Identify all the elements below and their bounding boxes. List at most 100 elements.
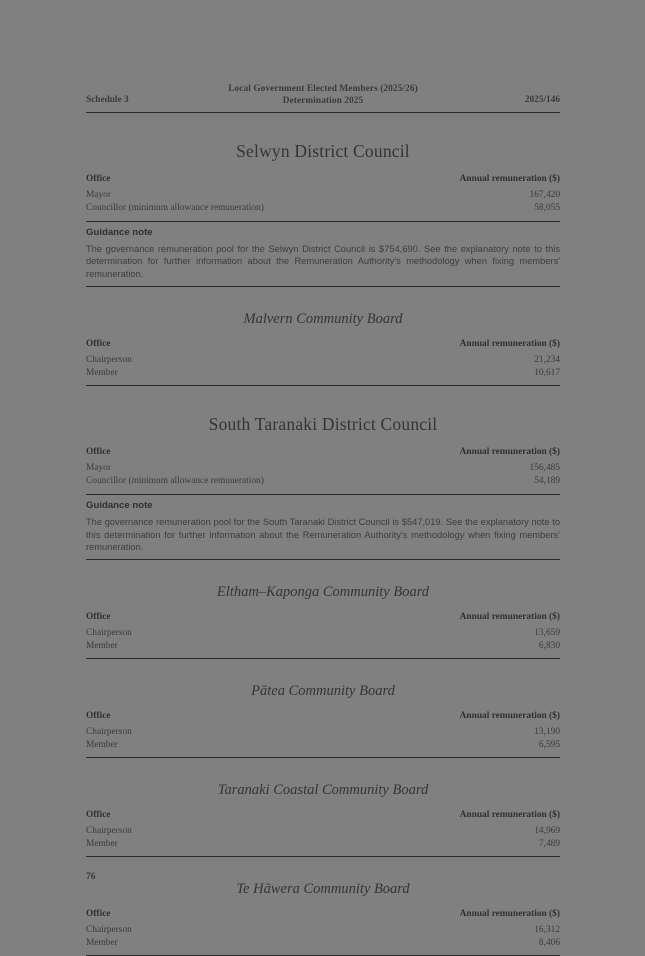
cell-amount: 6,595 xyxy=(538,739,560,750)
column-header-annual-remuneration: Annual remuneration ($) xyxy=(459,339,560,350)
section-eltham-kaponga-community-board: Eltham–Kaponga Community Board Office Annu… xyxy=(86,584,560,660)
running-header-reference: 2025/146 xyxy=(524,95,560,105)
cell-amount: 13,190 xyxy=(534,726,560,737)
running-header-schedule: Schedule 3 xyxy=(86,95,129,105)
table-header-row: Office Annual remuneration ($) xyxy=(86,711,560,725)
page-content: Local Government Elected Members (2025/2… xyxy=(86,84,560,956)
cell-office: Mayor xyxy=(86,462,111,473)
cell-amount: 8,406 xyxy=(538,937,560,948)
table-header-row: Office Annual remuneration ($) xyxy=(86,612,560,626)
cell-amount: 6,830 xyxy=(538,640,560,651)
running-header-title-line2: Determination 2025 xyxy=(282,95,364,106)
column-header-annual-remuneration: Annual remuneration ($) xyxy=(459,909,560,920)
table-row: Member 8,406 xyxy=(86,936,560,949)
remuneration-table: Office Annual remuneration ($) Chairperson… xyxy=(86,909,560,949)
board-heading: Te Hāwera Community Board xyxy=(236,881,410,898)
guidance-note-body: The governance remuneration pool for the… xyxy=(86,517,560,553)
remuneration-table: Office Annual remuneration ($) Mayor 167,42… xyxy=(86,174,560,214)
guidance-note: Guidance note The governance remuneration… xyxy=(86,221,560,288)
cell-amount: 21,234 xyxy=(534,354,560,365)
table-header-row: Office Annual remuneration ($) xyxy=(86,174,560,188)
column-header-annual-remuneration: Annual remuneration ($) xyxy=(459,447,560,458)
column-header-office: Office xyxy=(86,711,111,722)
table-header-row: Office Annual remuneration ($) xyxy=(86,339,560,353)
table-row: Member 7,489 xyxy=(86,837,560,850)
table-row: Member 6,830 xyxy=(86,639,560,652)
cell-office: Chairperson xyxy=(86,354,132,365)
cell-office: Chairperson xyxy=(86,627,132,638)
council-heading: South Taranaki District Council xyxy=(208,414,438,435)
guidance-note-title: Guidance note xyxy=(86,227,153,238)
sections-container: Selwyn District Council Office Annual remu… xyxy=(86,141,560,956)
column-header-annual-remuneration: Annual remuneration ($) xyxy=(459,810,560,821)
running-header-title-line1: Local Government Elected Members (2025/2… xyxy=(228,84,418,94)
board-heading: Pātea Community Board xyxy=(251,683,395,700)
board-heading: Taranaki Coastal Community Board xyxy=(217,782,429,799)
cell-office: Chairperson xyxy=(86,924,132,935)
column-header-office: Office xyxy=(86,909,111,920)
document-page: Local Government Elected Members (2025/2… xyxy=(86,84,560,956)
section-rule xyxy=(86,658,560,660)
cell-office: Member xyxy=(86,838,118,849)
column-header-annual-remuneration: Annual remuneration ($) xyxy=(459,711,560,722)
cell-amount: 58,055 xyxy=(534,202,560,213)
column-header-office: Office xyxy=(86,447,111,458)
running-header: Local Government Elected Members (2025/2… xyxy=(86,84,560,113)
remuneration-table: Office Annual remuneration ($) Chairperson… xyxy=(86,339,560,379)
cell-office: Member xyxy=(86,640,118,651)
column-header-annual-remuneration: Annual remuneration ($) xyxy=(459,174,560,184)
page-folio: 76 xyxy=(86,872,96,882)
cell-amount: 167,420 xyxy=(529,189,560,200)
cell-office: Member xyxy=(86,367,118,378)
guidance-note: Guidance note The governance remuneration… xyxy=(86,494,560,561)
guidance-note-title: Guidance note xyxy=(86,500,153,512)
table-row: Chairperson 13,659 xyxy=(86,626,560,639)
table-row: Member 6,595 xyxy=(86,738,560,751)
remuneration-table: Office Annual remuneration ($) Mayor 156,48… xyxy=(86,447,560,487)
column-header-annual-remuneration: Annual remuneration ($) xyxy=(459,612,560,623)
section-te-hawera-community-board: Te Hāwera Community Board Office Annual re… xyxy=(86,881,560,956)
cell-amount: 156,485 xyxy=(529,462,560,473)
cell-office: Councillor (minimum allowance remunerati… xyxy=(86,475,264,486)
board-heading: Malvern Community Board xyxy=(243,311,403,328)
section-patea-community-board: Pātea Community Board Office Annual remune… xyxy=(86,683,560,759)
cell-office: Member xyxy=(86,739,118,750)
column-header-office: Office xyxy=(86,174,111,184)
board-heading: Eltham–Kaponga Community Board xyxy=(216,584,430,601)
cell-office: Councillor (minimum allowance remunerati… xyxy=(86,202,264,213)
table-row: Member 10,617 xyxy=(86,366,560,379)
section-malvern-community-board: Malvern Community Board Office Annual remu… xyxy=(86,311,560,387)
council-heading: Selwyn District Council xyxy=(236,141,410,161)
running-header-title: Local Government Elected Members (2025/2… xyxy=(86,84,560,107)
cell-office: Chairperson xyxy=(86,726,132,737)
table-row: Chairperson 16,312 xyxy=(86,923,560,936)
section-rule xyxy=(86,856,560,858)
cell-amount: 14,969 xyxy=(534,825,560,836)
section-rule xyxy=(86,757,560,759)
cell-office: Chairperson xyxy=(86,825,132,836)
cell-amount: 13,659 xyxy=(534,627,560,638)
cell-amount: 54,189 xyxy=(534,475,560,486)
table-row: Councillor (minimum allowance remunerati… xyxy=(86,201,560,214)
table-row: Mayor 167,420 xyxy=(86,188,560,201)
section-south-taranaki-district-council: South Taranaki District Council Office Ann… xyxy=(86,414,560,561)
table-row: Chairperson 14,969 xyxy=(86,824,560,837)
column-header-office: Office xyxy=(86,612,111,623)
section-rule xyxy=(86,385,560,387)
table-row: Chairperson 13,190 xyxy=(86,725,560,738)
section-selwyn-district-council: Selwyn District Council Office Annual remu… xyxy=(86,141,560,288)
table-row: Mayor 156,485 xyxy=(86,461,560,474)
remuneration-table: Office Annual remuneration ($) Chairperson… xyxy=(86,810,560,850)
section-taranaki-coastal-community-board: Taranaki Coastal Community Board Office An… xyxy=(86,782,560,858)
remuneration-table: Office Annual remuneration ($) Chairperson… xyxy=(86,711,560,751)
cell-amount: 10,617 xyxy=(534,367,560,378)
table-header-row: Office Annual remuneration ($) xyxy=(86,909,560,923)
cell-office: Mayor xyxy=(86,189,111,200)
column-header-office: Office xyxy=(86,339,111,350)
table-row: Councillor (minimum allowance remunerati… xyxy=(86,474,560,487)
remuneration-table: Office Annual remuneration ($) Chairperson… xyxy=(86,612,560,652)
cell-amount: 7,489 xyxy=(538,838,560,849)
cell-amount: 16,312 xyxy=(534,924,560,935)
column-header-office: Office xyxy=(86,810,111,821)
table-header-row: Office Annual remuneration ($) xyxy=(86,447,560,461)
